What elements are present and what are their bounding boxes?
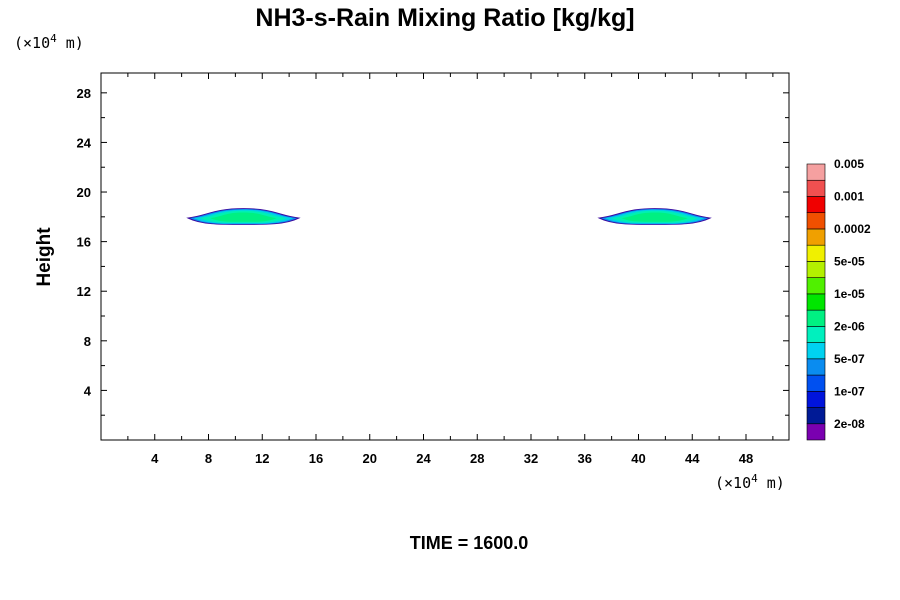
y-tick-label: 28 [77,86,91,101]
x-axis-unit-suffix: m) [758,474,785,492]
contour-blob-2 [597,208,712,225]
colorbar-swatch [806,196,826,214]
colorbar-swatch [806,244,826,262]
colorbar-swatch [806,228,826,246]
y-axis-unit-prefix: (×10 [14,34,50,52]
x-tick-label: 12 [255,451,269,466]
colorbar-label: 0.001 [834,189,864,203]
y-axis-ticks: 4 8 12 16 20 24 28 [77,86,789,416]
colorbar-swatch [806,179,826,197]
contour-level-5 [210,212,277,222]
x-tick-label: 36 [578,451,592,466]
colorbar-swatch [806,163,826,181]
x-tick-label: 4 [151,451,159,466]
colorbar-label: 1e-07 [834,384,865,398]
chart-title: NH3-s-Rain Mixing Ratio [kg/kg] [255,4,634,32]
colorbar-swatch [806,342,826,360]
x-tick-label: 32 [524,451,538,466]
x-tick-label: 48 [739,451,753,466]
colorbar-swatch [806,261,826,278]
colorbar-swatch [806,277,826,295]
x-tick-label: 8 [205,451,212,466]
x-tick-label: 40 [631,451,645,466]
y-axis-unit: (×104 m) [14,32,84,52]
colorbar-label: 5e-05 [834,254,865,268]
y-axis-title: Height [34,227,55,287]
y-axis-unit-suffix: m) [57,34,84,52]
colorbar-swatch [806,390,826,408]
colorbar-swatch [806,358,826,376]
plot-frame [100,72,790,441]
x-axis-unit: (×104 m) [715,472,785,492]
time-label: TIME = 1600.0 [410,533,529,553]
colorbar-label: 0.005 [834,157,864,171]
y-axis-unit-exponent: 4 [50,32,57,45]
colorbar-swatch [806,293,826,311]
y-tick-label: 24 [77,135,92,150]
colorbar-label: 2e-06 [834,319,865,333]
colorbar-swatch [806,326,826,343]
colorbar-swatch [806,407,826,425]
y-tick-label: 20 [77,185,91,200]
x-tick-label: 28 [470,451,484,466]
colorbar-swatch [806,423,826,441]
x-axis-unit-exponent: 4 [751,472,758,485]
colorbar: 2e-08 1e-07 5e-07 2e-06 1e-05 5e-05 0.0002 0.00… [806,157,871,441]
x-tick-label: 20 [363,451,377,466]
y-tick-label: 4 [84,383,92,398]
y-tick-label: 12 [77,284,91,299]
colorbar-label: 0.0002 [834,222,871,236]
x-axis-unit-prefix: (×10 [715,474,751,492]
x-tick-label: 16 [309,451,323,466]
x-tick-label: 44 [685,451,700,466]
contour-level-5 [621,212,688,222]
x-tick-label: 24 [416,451,431,466]
colorbar-label: 5e-07 [834,352,865,366]
y-tick-label: 16 [77,235,91,250]
colorbar-swatch [806,374,826,392]
contour-fields [186,208,712,225]
colorbar-swatch [806,309,826,327]
colorbar-label: 1e-05 [834,287,865,301]
contour-blob-1 [186,208,301,225]
colorbar-swatch [806,212,826,230]
x-axis-ticks: 4 8 12 16 20 24 28 32 36 40 44 48 [127,73,774,466]
colorbar-label: 2e-08 [834,417,865,431]
y-tick-label: 8 [84,334,91,349]
